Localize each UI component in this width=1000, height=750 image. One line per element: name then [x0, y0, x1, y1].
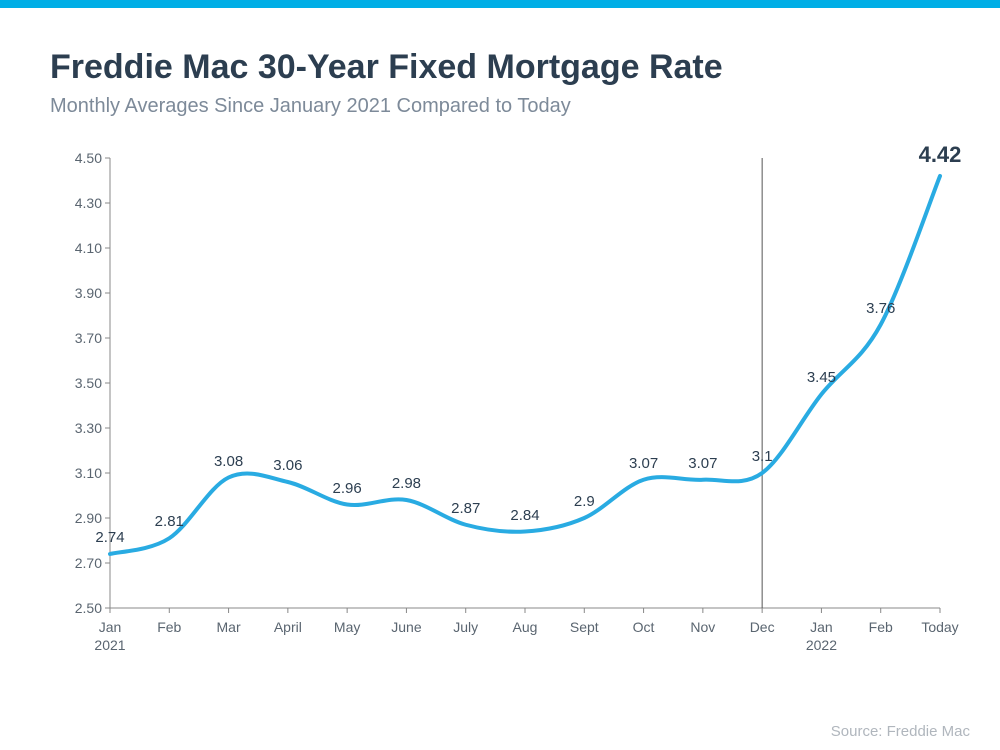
- chart-subtitle: Monthly Averages Since January 2021 Comp…: [50, 95, 950, 118]
- y-axis-label: 4.50: [62, 150, 102, 166]
- data-label: 3.06: [273, 457, 302, 474]
- x-axis-label: May: [334, 618, 360, 636]
- data-label: 2.84: [510, 507, 539, 524]
- data-label: 3.76: [866, 300, 895, 317]
- x-axis-label: Oct: [633, 618, 655, 636]
- x-axis-label: Jan 2022: [806, 618, 837, 654]
- chart-container: Freddie Mac 30-Year Fixed Mortgage Rate …: [0, 8, 1000, 688]
- data-label: 3.45: [807, 369, 836, 386]
- data-label: 3.07: [629, 455, 658, 472]
- y-axis-label: 2.70: [62, 555, 102, 571]
- y-axis-label: 2.90: [62, 510, 102, 526]
- x-axis-label: Nov: [690, 618, 715, 636]
- data-label: 2.96: [333, 480, 362, 497]
- y-axis-label: 3.70: [62, 330, 102, 346]
- x-axis-label: Jan 2021: [94, 618, 125, 654]
- x-axis-label: June: [391, 618, 421, 636]
- chart-title: Freddie Mac 30-Year Fixed Mortgage Rate: [50, 48, 950, 87]
- data-label: 3.08: [214, 453, 243, 470]
- y-axis-label: 4.30: [62, 195, 102, 211]
- y-axis-label: 3.50: [62, 375, 102, 391]
- chart-area: 2.50 2.70 2.90 3.10 3.30 3.50 3.70 3.90 4.10 4.30…: [50, 148, 950, 668]
- x-axis-label: April: [274, 618, 302, 636]
- data-label-highlight: 4.42: [919, 142, 962, 168]
- data-label: 3.07: [688, 455, 717, 472]
- x-axis-label: Dec: [750, 618, 775, 636]
- data-label: 2.98: [392, 475, 421, 492]
- data-label: 2.9: [574, 493, 595, 510]
- x-axis-label: Aug: [513, 618, 538, 636]
- top-accent-bar: [0, 0, 1000, 8]
- x-axis-label: Mar: [217, 618, 241, 636]
- x-axis-label: Feb: [157, 618, 181, 636]
- x-axis-label: Feb: [869, 618, 893, 636]
- data-label: 3.1: [752, 448, 773, 465]
- x-axis-label: Today: [921, 618, 958, 636]
- y-axis-label: 2.50: [62, 600, 102, 616]
- data-label: 2.74: [95, 529, 124, 546]
- data-label: 2.87: [451, 500, 480, 517]
- y-axis-label: 4.10: [62, 240, 102, 256]
- data-label: 2.81: [155, 513, 184, 530]
- x-axis-label: July: [453, 618, 478, 636]
- y-axis-label: 3.10: [62, 465, 102, 481]
- chart-svg: [50, 148, 950, 668]
- y-axis-label: 3.90: [62, 285, 102, 301]
- chart-source: Source: Freddie Mac: [831, 723, 970, 740]
- y-axis-label: 3.30: [62, 420, 102, 436]
- x-axis-label: Sept: [570, 618, 599, 636]
